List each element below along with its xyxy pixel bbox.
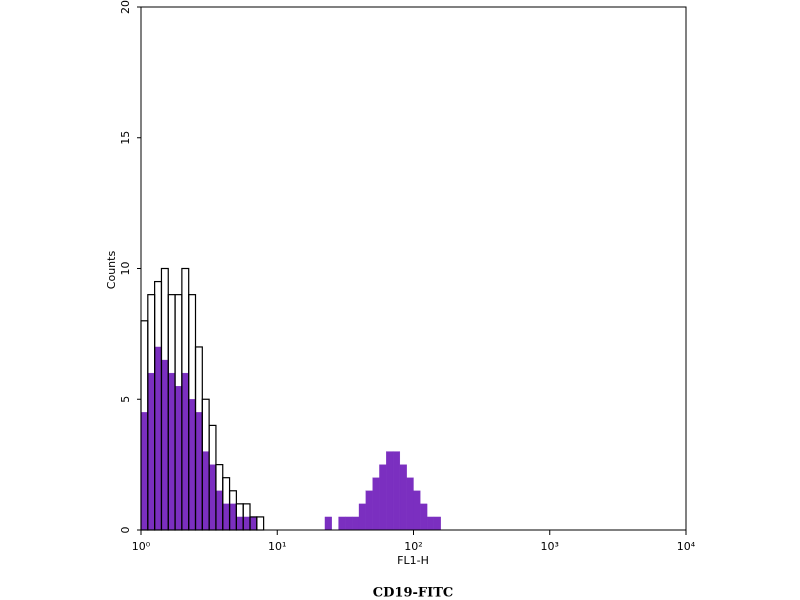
histogram-bar bbox=[161, 359, 169, 531]
histogram-bar bbox=[420, 503, 428, 531]
histogram-bar bbox=[352, 516, 360, 531]
plot-frame bbox=[140, 6, 687, 531]
histogram-bar bbox=[222, 503, 230, 531]
histogram-bar bbox=[338, 516, 346, 531]
x-axis-label: FL1-H bbox=[397, 554, 429, 567]
histogram-bar bbox=[147, 372, 155, 531]
histogram-bar bbox=[358, 503, 366, 531]
histogram-bar bbox=[229, 503, 237, 531]
histogram-bar bbox=[195, 412, 203, 531]
y-tick-label: 20 bbox=[119, 0, 132, 14]
y-axis-label: Counts bbox=[105, 251, 118, 290]
chart-caption: CD19-FITC bbox=[373, 586, 453, 600]
x-tick-label: 10² bbox=[404, 540, 422, 553]
histogram-bar bbox=[256, 516, 265, 531]
histogram-bar bbox=[154, 346, 162, 531]
histogram-bar bbox=[324, 516, 332, 531]
histogram-bar bbox=[426, 516, 435, 531]
y-tick-label: 0 bbox=[119, 527, 132, 534]
histogram-bar bbox=[345, 516, 353, 531]
histogram-bar bbox=[202, 451, 210, 531]
histogram-bar bbox=[372, 477, 380, 531]
histogram-bar bbox=[413, 490, 421, 531]
histogram-bar bbox=[140, 412, 148, 531]
histogram-bar bbox=[365, 490, 373, 531]
histogram-bar bbox=[379, 464, 387, 531]
histogram-bar bbox=[168, 372, 176, 531]
histogram-bar bbox=[215, 490, 223, 531]
histogram-bar bbox=[208, 464, 217, 531]
histogram-bar bbox=[399, 464, 407, 531]
histogram-bar bbox=[433, 516, 441, 531]
histogram-bar bbox=[249, 516, 257, 531]
histogram-bar bbox=[181, 372, 189, 531]
histogram-bar bbox=[392, 451, 401, 531]
y-tick-label: 10 bbox=[119, 262, 132, 276]
y-tick-label: 15 bbox=[119, 131, 132, 145]
histogram-bar bbox=[406, 477, 414, 531]
x-tick-label: 10¹ bbox=[268, 540, 286, 553]
x-tick-label: 10⁰ bbox=[132, 540, 151, 553]
histogram-bar bbox=[188, 399, 196, 531]
histogram-bar bbox=[236, 516, 244, 531]
histogram-bar bbox=[243, 516, 251, 531]
x-tick-label: 10³ bbox=[541, 540, 559, 553]
histogram-bar bbox=[386, 451, 394, 531]
histogram-bar bbox=[174, 386, 183, 531]
x-tick-label: 10⁴ bbox=[677, 540, 696, 553]
y-tick-label: 5 bbox=[119, 396, 132, 403]
